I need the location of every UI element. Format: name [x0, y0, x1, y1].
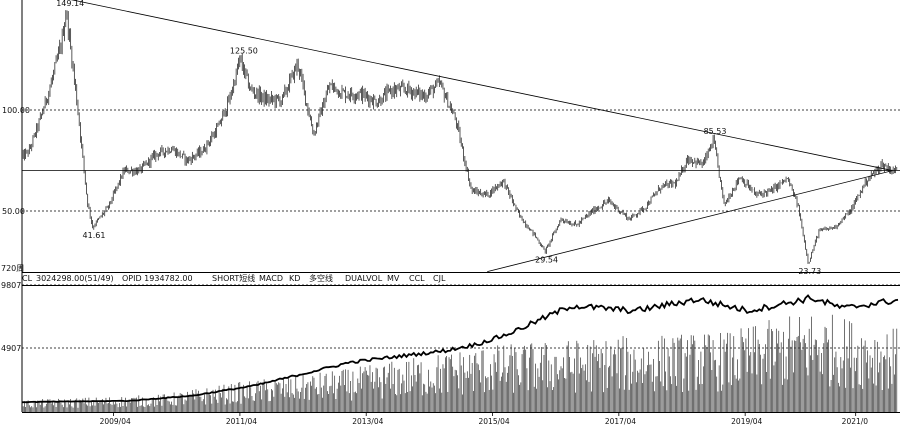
tab-dualvol[interactable]: DUALVOL — [345, 274, 383, 283]
x-tick-label: 2017/04 — [605, 417, 636, 426]
price-annotation: 29.54 — [535, 255, 558, 264]
trendline-support — [487, 170, 893, 272]
tab-cjl[interactable]: CJL — [433, 274, 446, 283]
x-tick-label: 2009/04 — [100, 417, 131, 426]
tab-kd[interactable]: KD — [289, 274, 301, 283]
x-tick-label: 2013/04 — [352, 417, 383, 426]
price-annotation: 85.53 — [704, 127, 727, 136]
x-tick-label: 2021/0 — [842, 417, 869, 426]
tab-mv[interactable]: MV — [387, 274, 400, 283]
price-annotation: 41.61 — [83, 231, 106, 240]
volume-tick-label: 9807 — [1, 281, 21, 290]
price-level-label: 50.00 — [2, 207, 25, 216]
volume-panel: 720周 9807 4907 2009/04 2011/04 2013/04 2015/04… — [1, 264, 900, 426]
symbol-label: CL — [22, 274, 33, 283]
open-interest-line — [21, 294, 899, 404]
tab-short[interactable]: SHORT短线 — [212, 274, 256, 283]
x-tick-label: 2019/04 — [731, 417, 762, 426]
price-annotation: 149.14 — [56, 0, 84, 8]
x-tick-label: 2011/04 — [226, 417, 257, 426]
tab-macd[interactable]: MACD — [259, 274, 283, 283]
tab-ccl[interactable]: CCL — [409, 274, 425, 283]
price-panel: 100.00 50.00 149.14 41.61 125.50 29.54 85.53 23… — [2, 0, 900, 276]
x-tick-label: 2015/04 — [479, 417, 510, 426]
price-level-label: 100.00 — [2, 106, 30, 115]
indicator-bar: CL 3024298.00(51/49) OPID 1934782.00 SHO… — [22, 273, 455, 285]
trendline-resistance — [70, 0, 893, 171]
price-annotation: 125.50 — [230, 46, 258, 55]
volume-tick-label: 4907 — [1, 344, 21, 353]
opid-readout: OPID 1934782.00 — [122, 274, 193, 283]
volume-panel-label: 720周 — [1, 264, 24, 273]
tab-long-short[interactable]: 多空线 — [309, 274, 333, 283]
price-annotation: 23.73 — [798, 267, 821, 276]
vol-readout: 3024298.00(51/49) — [36, 274, 114, 283]
